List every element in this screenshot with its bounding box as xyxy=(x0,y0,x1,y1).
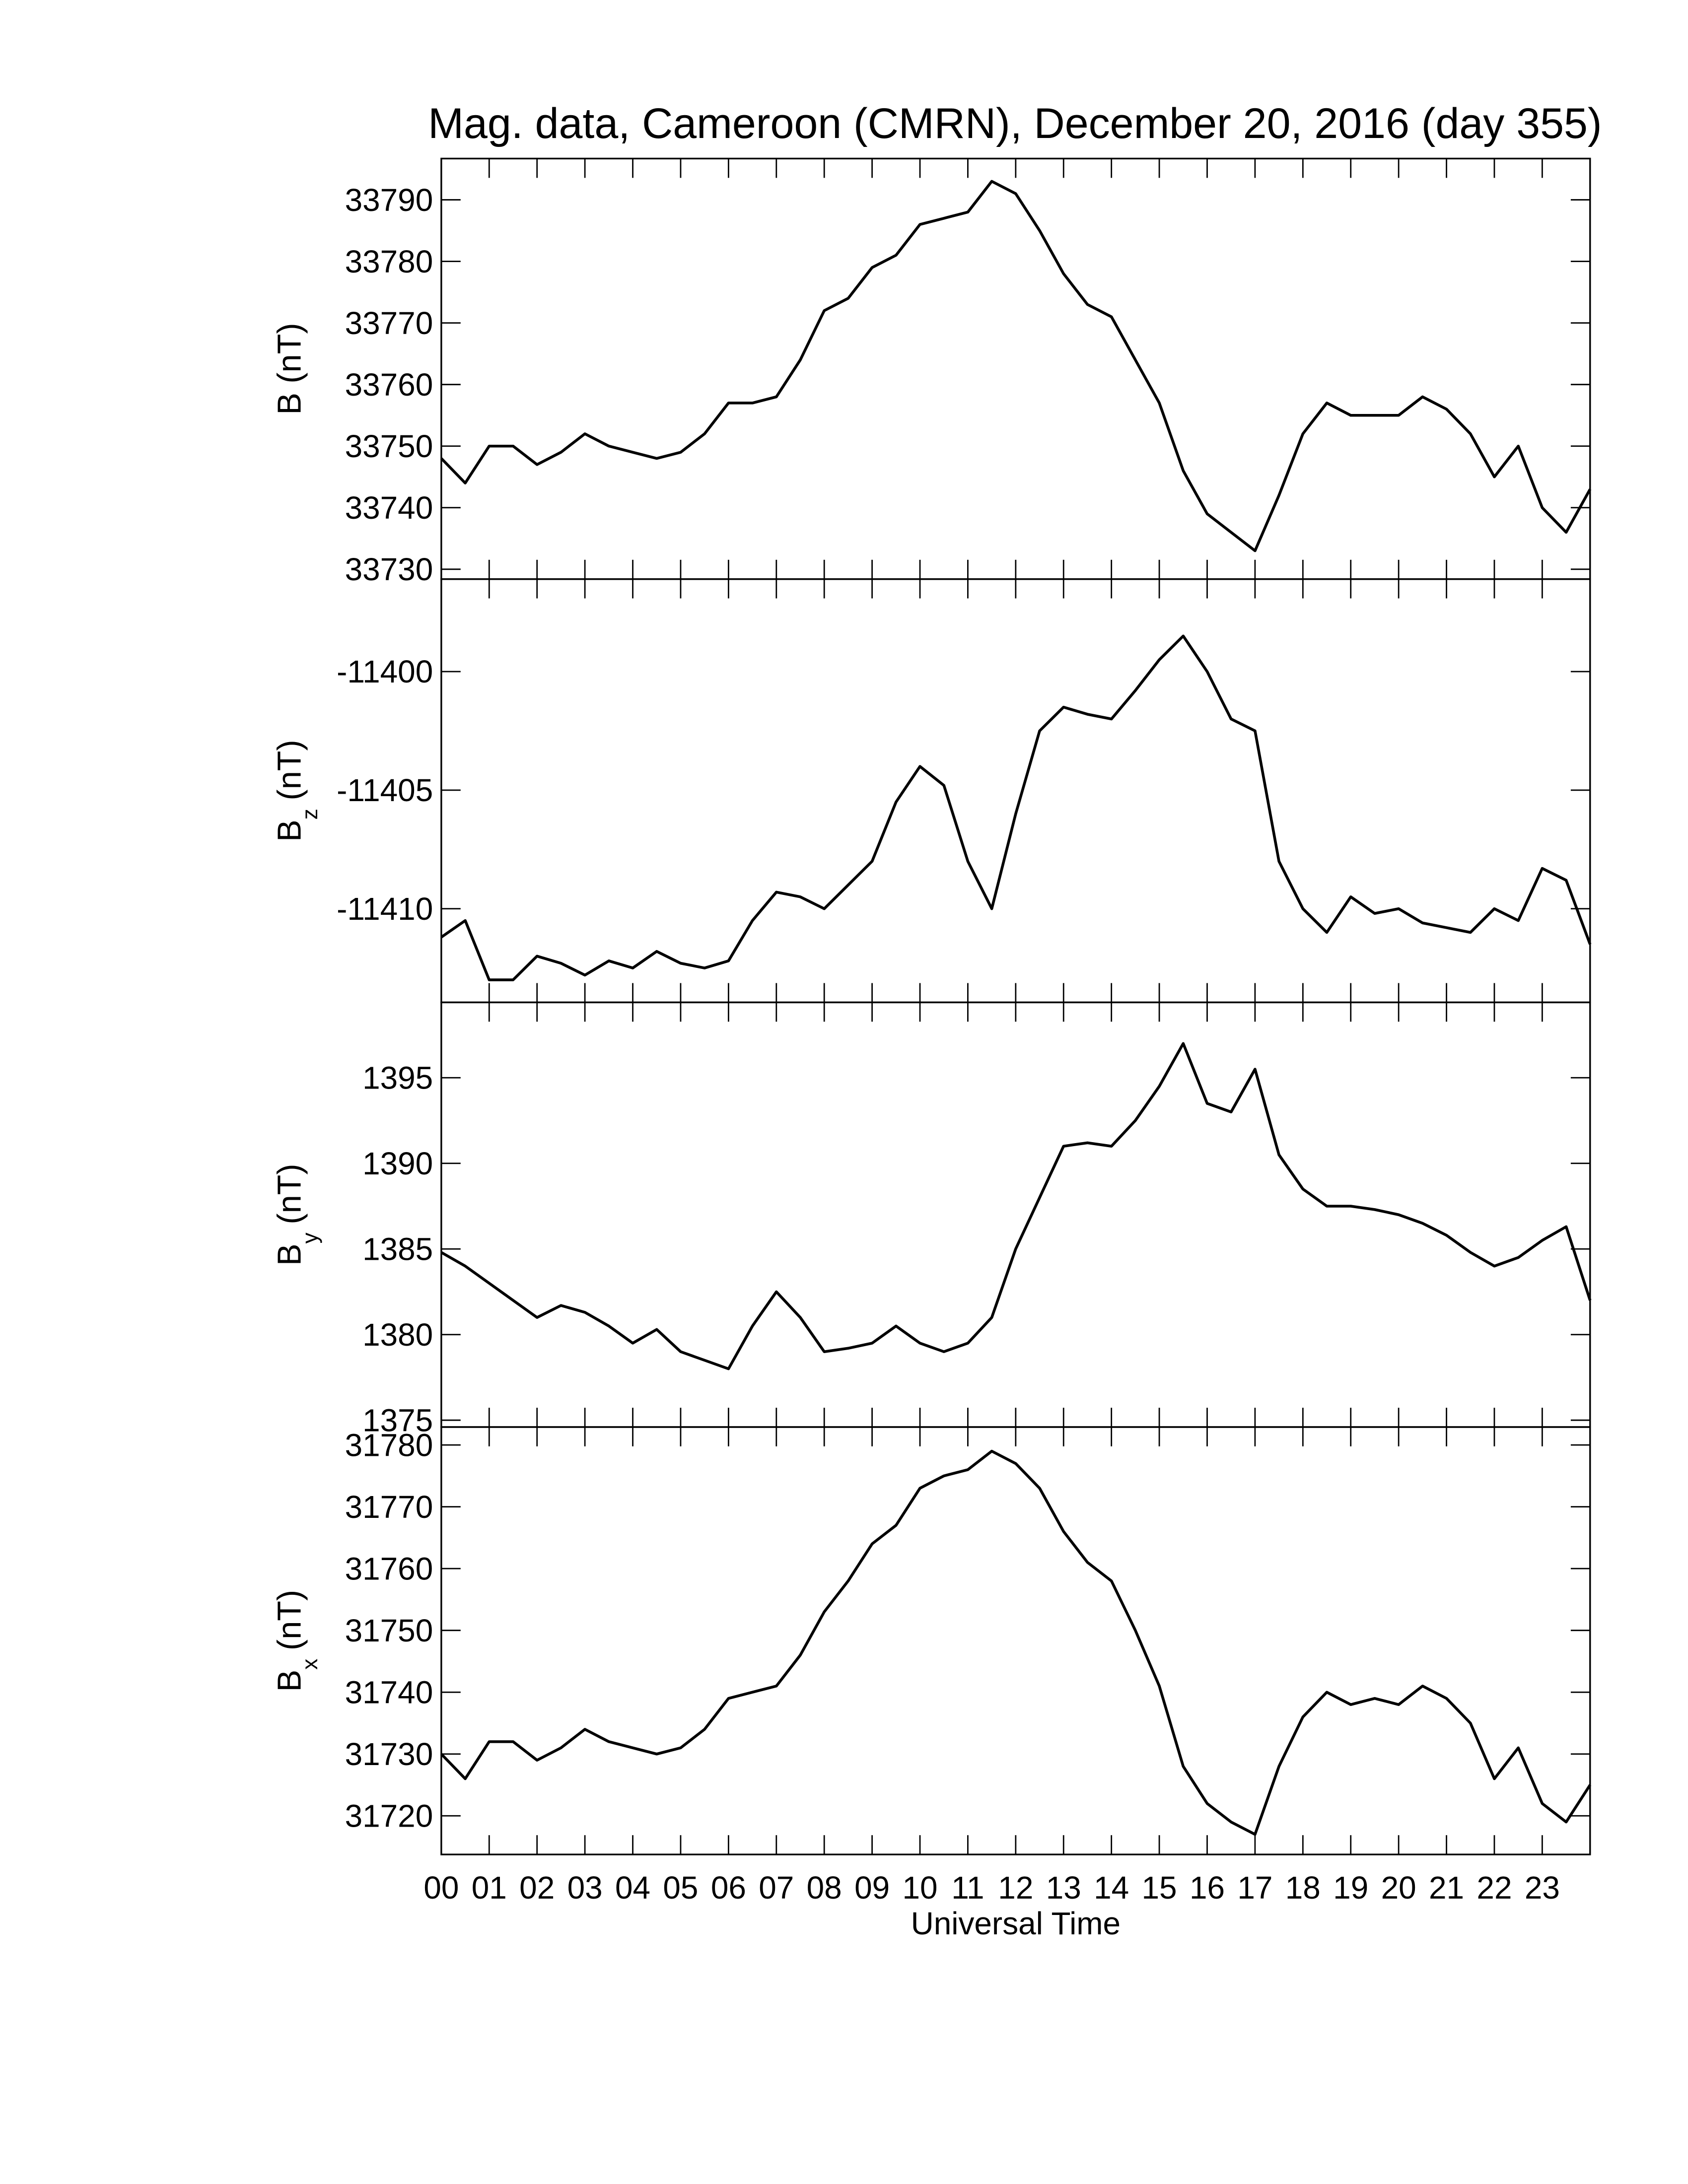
y-label-unit: (nT) xyxy=(272,1163,308,1224)
y-tick-label: 31720 xyxy=(345,1798,433,1834)
y-tick-label: 33770 xyxy=(345,305,433,341)
y-tick-label: 31730 xyxy=(345,1736,433,1772)
data-line xyxy=(440,1042,1592,1370)
x-tick-label: 20 xyxy=(1381,1870,1416,1906)
x-tick-label: 06 xyxy=(711,1870,746,1906)
data-line xyxy=(440,634,1592,981)
y-label-subscript: x xyxy=(298,1659,322,1670)
y-tick-label: 33730 xyxy=(345,551,433,587)
y-tick-label: 33760 xyxy=(345,367,433,403)
y-tick-label: 1375 xyxy=(362,1402,433,1438)
y-tick-label: 1395 xyxy=(362,1060,433,1095)
y-tick-label: 1390 xyxy=(362,1146,433,1181)
y-label-base: B xyxy=(272,1670,308,1692)
y-tick-label: 33780 xyxy=(345,244,433,279)
x-tick-label: 07 xyxy=(759,1870,794,1906)
y-tick-label: -11410 xyxy=(337,891,433,927)
x-tick-label: 17 xyxy=(1237,1870,1272,1906)
x-axis-label: Universal Time xyxy=(911,1906,1121,1941)
x-tick-label: 19 xyxy=(1333,1870,1368,1906)
x-tick-label: 05 xyxy=(663,1870,698,1906)
y-tick-label: -11400 xyxy=(337,654,433,689)
chart-title: Mag. data, Cameroon (CMRN), December 20,… xyxy=(428,100,1602,147)
y-tick-label: 31760 xyxy=(345,1551,433,1586)
y-axis-label: B (nT) xyxy=(272,323,308,414)
x-tick-label: 21 xyxy=(1429,1870,1464,1906)
x-tick-label: 11 xyxy=(951,1870,984,1906)
y-label-subscript: z xyxy=(298,809,322,819)
y-label-unit: (nT) xyxy=(272,1590,308,1650)
y-tick-label: 31750 xyxy=(345,1613,433,1648)
x-tick-label: 01 xyxy=(472,1870,507,1906)
y-axis-label: By (nT) xyxy=(272,1163,322,1266)
x-tick-label: 09 xyxy=(854,1870,890,1906)
data-line xyxy=(440,1449,1592,1836)
y-axis-label: Bx (nT) xyxy=(272,1590,322,1692)
x-tick-label: 14 xyxy=(1094,1870,1129,1906)
y-tick-label: 31780 xyxy=(345,1427,433,1463)
y-axis-label: Bz (nT) xyxy=(272,740,322,842)
x-tick-label: 15 xyxy=(1142,1870,1177,1906)
y-tick-label: 33790 xyxy=(345,182,433,218)
y-tick-label: 31740 xyxy=(345,1674,433,1710)
x-tick-label: 03 xyxy=(567,1870,603,1906)
x-tick-label: 16 xyxy=(1190,1870,1225,1906)
x-tick-label: 00 xyxy=(423,1870,459,1906)
y-tick-label: 1385 xyxy=(362,1231,433,1267)
y-label-base: B xyxy=(272,1244,308,1266)
y-tick-label: 31770 xyxy=(345,1489,433,1525)
x-tick-label: 23 xyxy=(1525,1870,1560,1906)
x-tick-label: 10 xyxy=(902,1870,937,1906)
y-tick-label: 33750 xyxy=(345,428,433,464)
x-tick-label: 13 xyxy=(1046,1870,1081,1906)
y-label-unit: (nT) xyxy=(272,740,308,800)
x-tick-label: 12 xyxy=(998,1870,1033,1906)
y-tick-label: 1380 xyxy=(362,1317,433,1353)
y-tick-label: 33740 xyxy=(345,490,433,526)
x-tick-label: 02 xyxy=(519,1870,555,1906)
y-label-subscript: y xyxy=(298,1232,322,1244)
x-tick-label: 04 xyxy=(615,1870,650,1906)
x-tick-label: 22 xyxy=(1477,1870,1512,1906)
y-label-base: B xyxy=(272,819,308,841)
x-tick-label: 08 xyxy=(807,1870,842,1906)
data-line xyxy=(440,180,1592,552)
y-tick-label: -11405 xyxy=(337,772,433,808)
x-tick-label: 18 xyxy=(1285,1870,1321,1906)
